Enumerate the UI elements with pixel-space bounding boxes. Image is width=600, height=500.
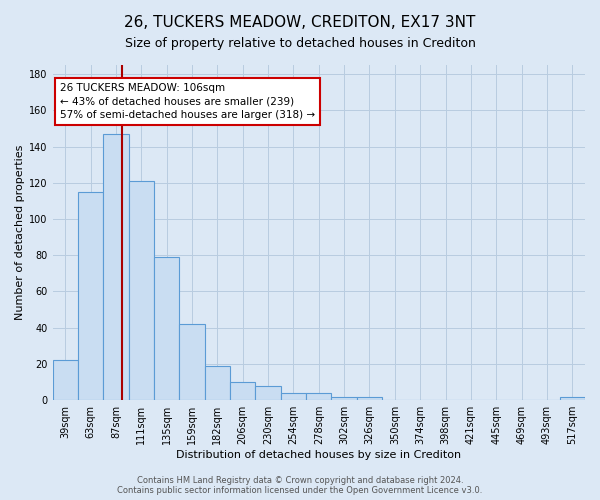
Bar bbox=[256, 386, 281, 400]
Text: Contains HM Land Registry data © Crown copyright and database right 2024.
Contai: Contains HM Land Registry data © Crown c… bbox=[118, 476, 482, 495]
Bar bbox=[103, 134, 128, 400]
Bar bbox=[53, 360, 78, 400]
Bar bbox=[357, 396, 382, 400]
Bar bbox=[205, 366, 230, 400]
Bar bbox=[281, 393, 306, 400]
Text: Size of property relative to detached houses in Crediton: Size of property relative to detached ho… bbox=[125, 38, 475, 51]
Bar bbox=[128, 181, 154, 400]
X-axis label: Distribution of detached houses by size in Crediton: Distribution of detached houses by size … bbox=[176, 450, 461, 460]
Bar bbox=[331, 396, 357, 400]
Bar bbox=[306, 393, 331, 400]
Text: 26 TUCKERS MEADOW: 106sqm
← 43% of detached houses are smaller (239)
57% of semi: 26 TUCKERS MEADOW: 106sqm ← 43% of detac… bbox=[60, 83, 315, 120]
Y-axis label: Number of detached properties: Number of detached properties bbox=[15, 145, 25, 320]
Bar bbox=[154, 257, 179, 400]
Bar bbox=[179, 324, 205, 400]
Bar bbox=[560, 396, 585, 400]
Bar bbox=[78, 192, 103, 400]
Text: 26, TUCKERS MEADOW, CREDITON, EX17 3NT: 26, TUCKERS MEADOW, CREDITON, EX17 3NT bbox=[124, 15, 476, 30]
Bar bbox=[230, 382, 256, 400]
